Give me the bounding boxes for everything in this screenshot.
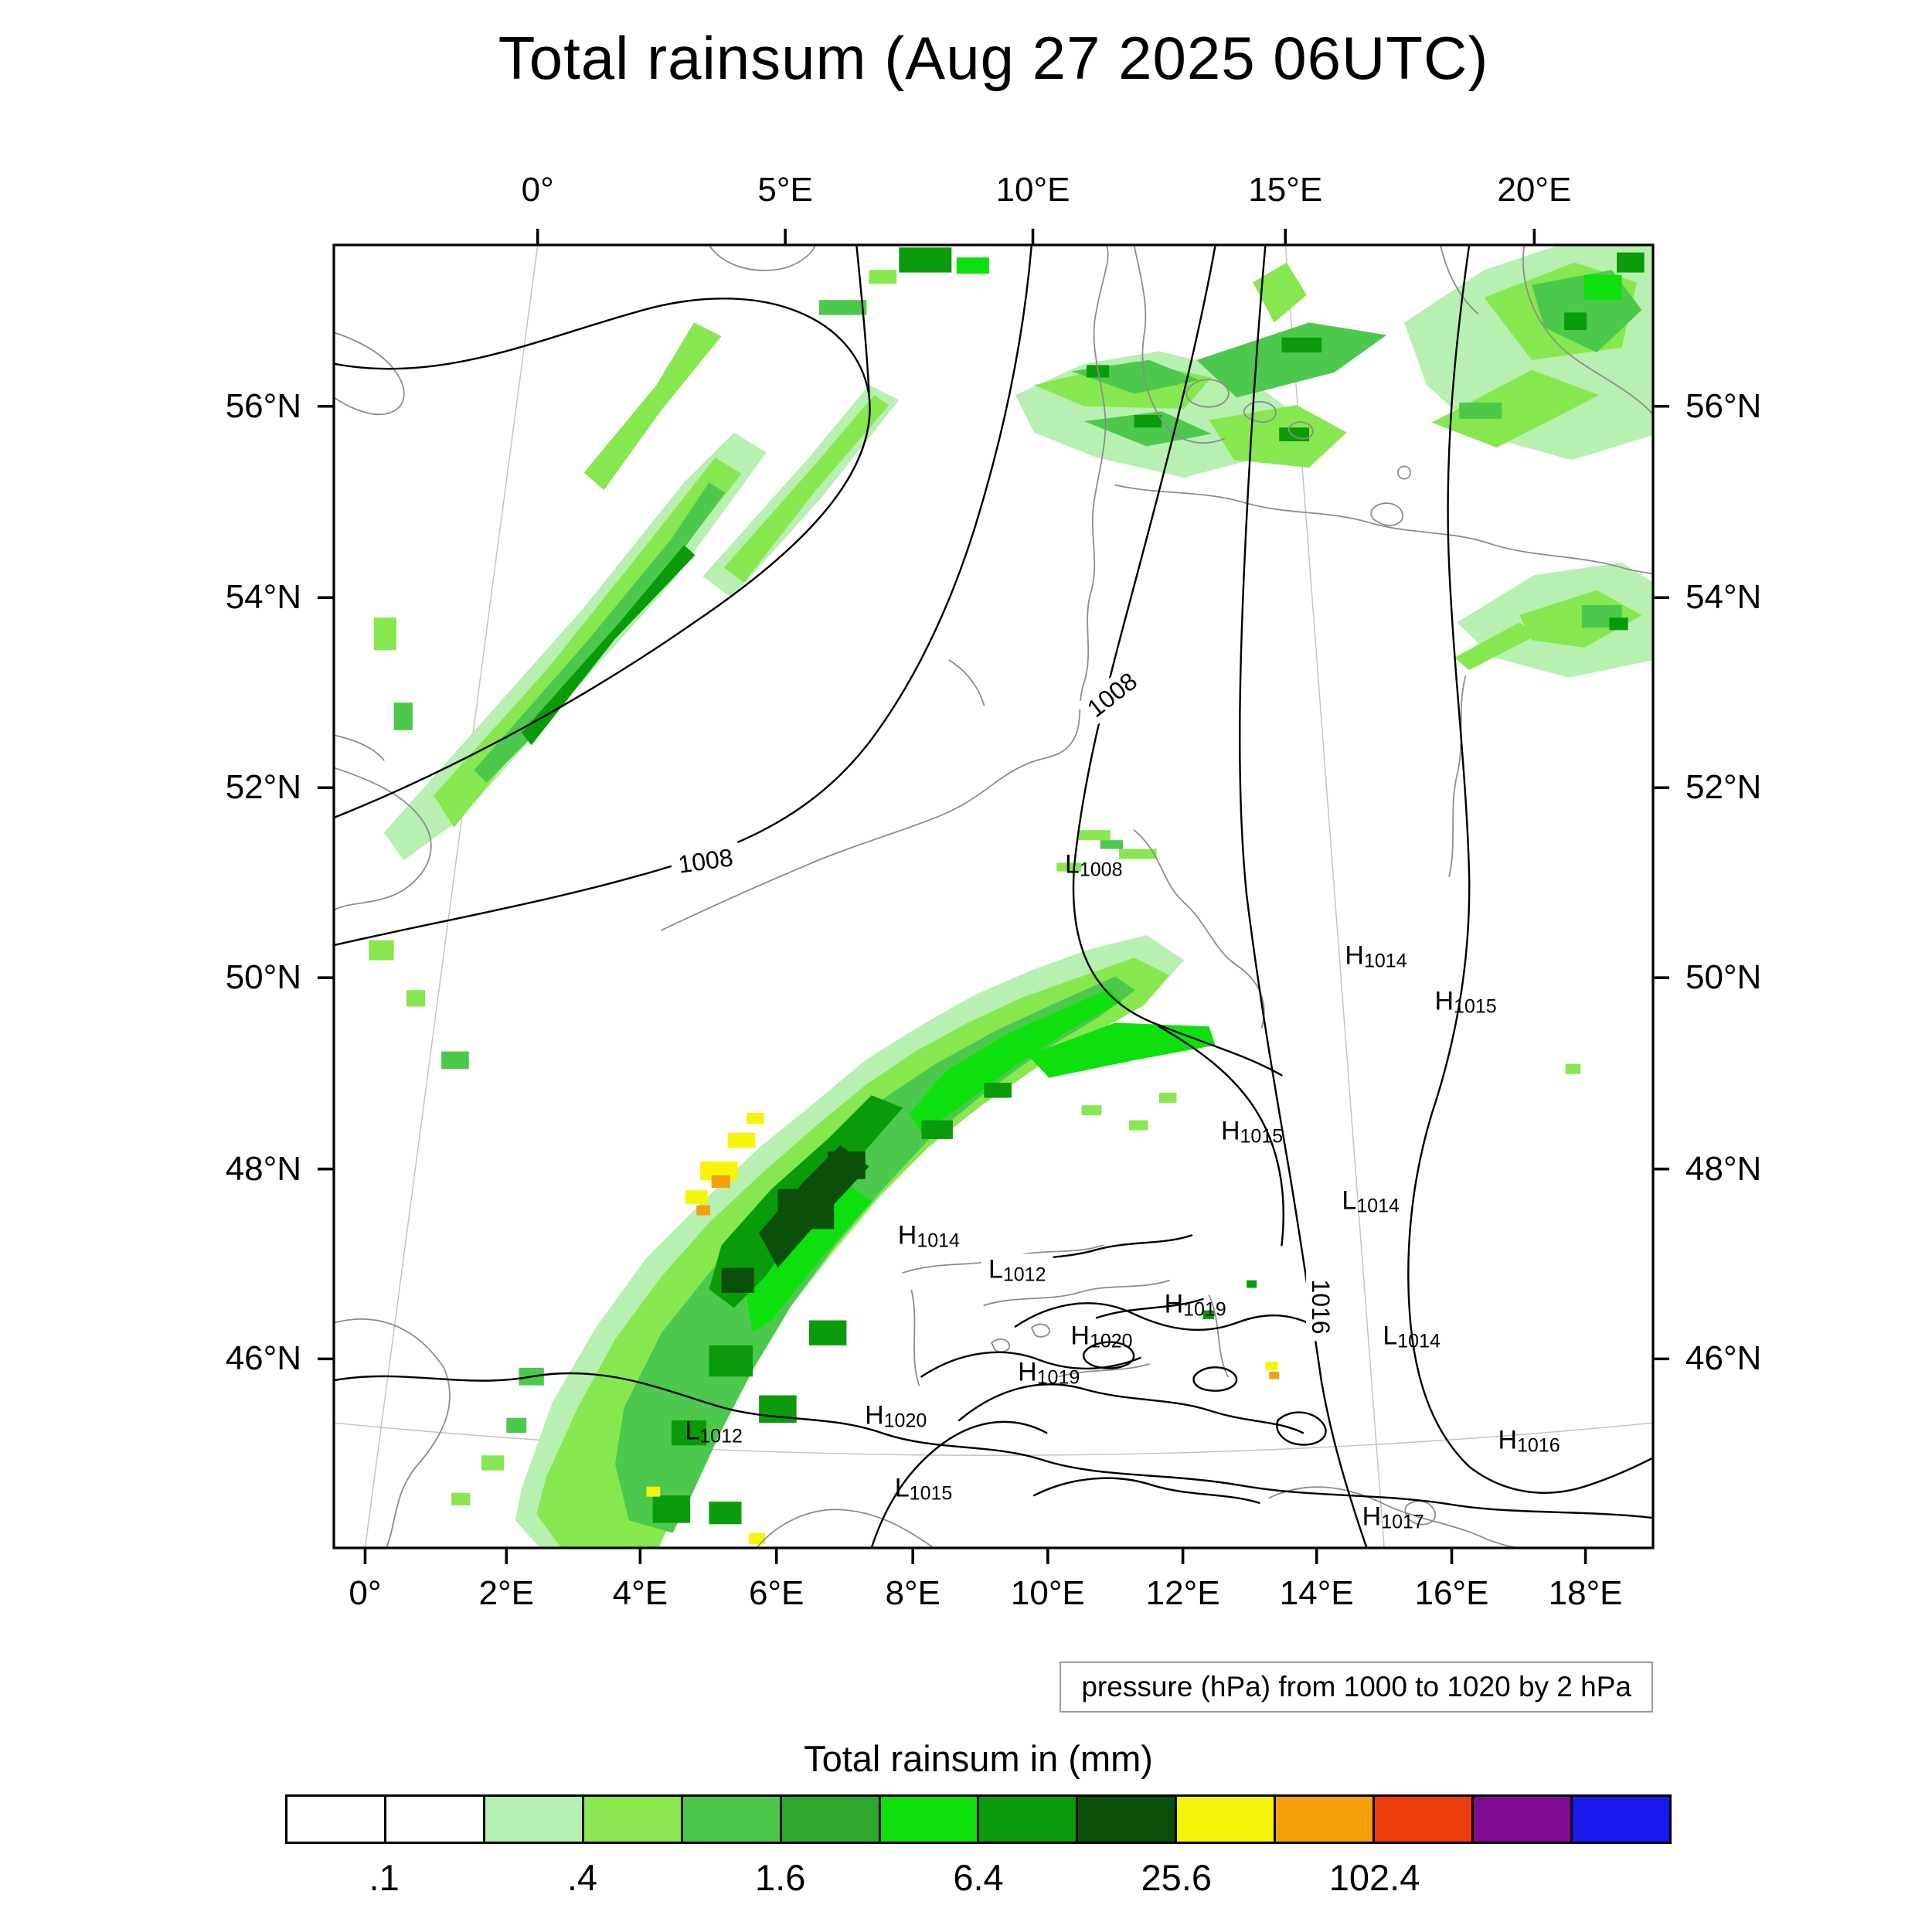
axis-label-bottom: 0° <box>349 1574 382 1612</box>
axis-label-bottom: 12°E <box>1145 1574 1220 1612</box>
axis-label-top: 0° <box>521 171 554 209</box>
coastline-borders <box>333 244 1654 1549</box>
axis-label-top: 20°E <box>1497 171 1572 209</box>
colorbar-cell-1 <box>383 1797 483 1842</box>
pressure-caption: pressure (hPa) from 1000 to 1020 by 2 hP… <box>1060 1662 1653 1713</box>
pressure-center-H1015: H1015 <box>1220 1116 1284 1148</box>
pressure-center-L1008: L1008 <box>1064 849 1123 881</box>
colorbar-tick-label: .1 <box>369 1857 400 1898</box>
legend-title: Total rainsum in (mm) <box>804 1738 1153 1779</box>
pressure-center-L1012: L1012 <box>981 1253 1053 1287</box>
colorbar-tick-label: 102.4 <box>1328 1857 1420 1898</box>
axis-label-bottom: 10°E <box>1010 1574 1085 1612</box>
colorbar-cell-0 <box>287 1797 384 1842</box>
pressure-center-L1014: L1014 <box>1383 1321 1440 1352</box>
axis-label-left: 50°N <box>225 958 301 997</box>
colorbar-cell-10 <box>1274 1797 1373 1842</box>
weather-map-canvas <box>317 228 1670 1565</box>
colorbar-labels: .1 .4 1.6 6.4 25.6 102.4 <box>285 1856 1672 1903</box>
axis-label-bottom: 4°E <box>612 1574 668 1612</box>
axis-label-right: 52°N <box>1685 768 1762 807</box>
pressure-center-H1015: H1015 <box>1434 985 1497 1018</box>
axis-label-left: 56°N <box>225 386 301 425</box>
colorbar-cell-7 <box>977 1797 1077 1842</box>
axis-label-bottom: 8°E <box>885 1574 940 1612</box>
colorbar-cell-5 <box>779 1797 879 1842</box>
axis-label-left: 48°N <box>225 1149 301 1188</box>
axis-label-bottom: 16°E <box>1414 1574 1489 1612</box>
pressure-center-L1014: L1014 <box>1342 1185 1400 1217</box>
colorbar-tick-label: .4 <box>566 1857 598 1898</box>
axis-label-right: 46°N <box>1685 1339 1762 1378</box>
colorbar-tick-label: 1.6 <box>755 1857 806 1898</box>
pressure-center-H1020: H1020 <box>865 1400 927 1432</box>
axis-label-right: 54°N <box>1685 578 1762 617</box>
pressure-center-H1014: H1014 <box>890 1219 967 1253</box>
colorbar-cell-12 <box>1471 1797 1570 1842</box>
axis-label-bottom: 14°E <box>1279 1574 1354 1612</box>
axis-label-top: 10°E <box>995 171 1070 209</box>
colorbar-tick-label: 25.6 <box>1141 1857 1213 1898</box>
pressure-center-L1015: L1015 <box>894 1473 953 1505</box>
axis-label-left: 46°N <box>225 1339 301 1378</box>
colorbar-tick-label: 6.4 <box>953 1857 1004 1898</box>
colorbar-cell-9 <box>1175 1797 1274 1842</box>
colorbar-cell-2 <box>482 1797 582 1842</box>
colorbar-cell-3 <box>581 1797 681 1842</box>
axis-label-bottom: 18°E <box>1548 1574 1623 1612</box>
contour-label-1016: 1016 <box>1305 1272 1335 1342</box>
colorbar-cell-4 <box>680 1797 780 1842</box>
colorbar-cell-6 <box>878 1797 978 1842</box>
pressure-center-H1020: H1020 <box>1070 1321 1133 1352</box>
colorbar-cell-8 <box>1076 1797 1175 1842</box>
colorbar-cell-11 <box>1372 1797 1472 1842</box>
colorbar-cell-13 <box>1570 1797 1669 1842</box>
rain-colorbar <box>285 1794 1672 1844</box>
axis-label-right: 50°N <box>1685 958 1762 997</box>
axis-label-right: 56°N <box>1685 386 1762 425</box>
axis-label-right: 48°N <box>1685 1149 1762 1188</box>
axis-label-top: 15°E <box>1248 171 1323 209</box>
axis-label-bottom: 2°E <box>478 1574 534 1612</box>
pressure-center-L1012: L1012 <box>685 1416 743 1447</box>
pressure-center-H1016: H1016 <box>1498 1425 1560 1457</box>
axis-label-left: 52°N <box>225 768 301 807</box>
pressure-center-H1019: H1019 <box>1164 1289 1226 1321</box>
pressure-center-H1014: H1014 <box>1345 940 1407 972</box>
axis-ticks <box>317 228 1670 1565</box>
axis-label-left: 54°N <box>225 578 301 617</box>
axis-label-bottom: 6°E <box>748 1574 804 1612</box>
pressure-center-H1019: H1019 <box>1018 1357 1080 1389</box>
pressure-center-H1017: H1017 <box>1362 1502 1424 1533</box>
map-frame <box>332 243 1655 1549</box>
page-title: Total rainsum (Aug 27 2025 06UTC) <box>498 24 1489 92</box>
map-area: 0° 5°E 10°E 15°E 20°E 0° 2°E 4°E 6°E 8°E 10°E 12°E… <box>226 171 1762 1612</box>
axis-label-top: 5°E <box>757 171 813 209</box>
